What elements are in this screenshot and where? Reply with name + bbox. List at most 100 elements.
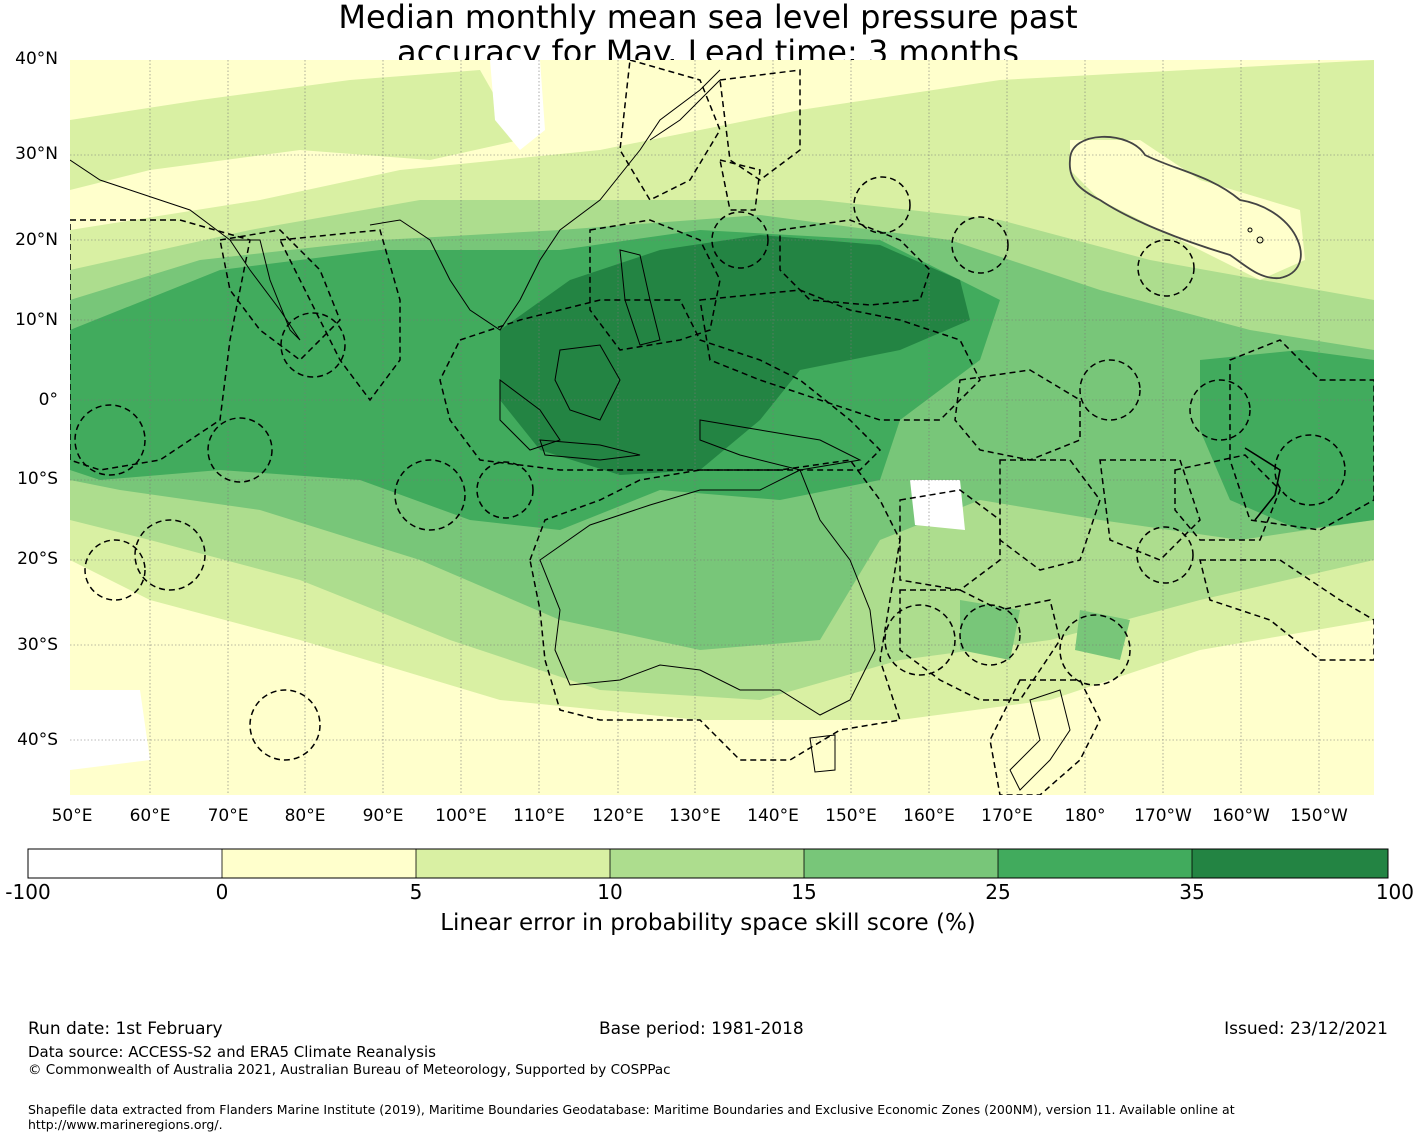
colorbar-bin-25-35 bbox=[998, 849, 1192, 878]
field-low-hawaii bbox=[1070, 140, 1305, 280]
colorbar-tick-35: 35 bbox=[1179, 880, 1205, 904]
lat-label-0: 0° bbox=[38, 390, 58, 410]
lon-label-80e: 80°E bbox=[284, 806, 326, 826]
eez-wake bbox=[951, 216, 1009, 274]
new-zealand-coast bbox=[1009, 689, 1071, 791]
eez-cocos bbox=[476, 461, 534, 519]
eez-hawaii bbox=[1068, 135, 1302, 279]
colorbar-bin-15-25 bbox=[804, 849, 998, 878]
colorbar-tick-neg100: -100 bbox=[5, 880, 51, 904]
eez-kermadec bbox=[1059, 614, 1131, 686]
hawaii-island-2 bbox=[1247, 227, 1253, 233]
tasmania-coast bbox=[809, 734, 836, 773]
data-source: Data source: ACCESS-S2 and ERA5 Climate … bbox=[28, 1043, 436, 1061]
eez-philippines bbox=[589, 219, 721, 351]
colorbar-tick-10: 10 bbox=[597, 880, 623, 904]
map-title: Median monthly mean sea level pressure p… bbox=[208, 0, 1208, 70]
australia-coast bbox=[539, 469, 876, 716]
colorbar-tick-0: 0 bbox=[215, 880, 229, 904]
colorbar-tick-25: 25 bbox=[985, 880, 1011, 904]
eez-cook-islands bbox=[1174, 454, 1281, 541]
lon-label-170e: 170°E bbox=[981, 806, 1033, 826]
eez-marcus bbox=[853, 176, 911, 234]
eez-christmas-island bbox=[394, 459, 466, 531]
eez-chagos bbox=[207, 417, 273, 483]
borneo-coast bbox=[554, 344, 621, 421]
colorbar-bin-0-5 bbox=[222, 849, 416, 878]
eez-jarvis bbox=[1189, 379, 1251, 441]
lat-label-30s: 30°S bbox=[17, 635, 58, 655]
base-period: Base period: 1981-2018 bbox=[599, 1019, 804, 1039]
lon-label-100e: 100°E bbox=[435, 806, 487, 826]
eez-bay-of-bengal bbox=[278, 229, 401, 402]
lon-label-60e: 60°E bbox=[129, 806, 171, 826]
eez-howland bbox=[1079, 359, 1141, 421]
title-line-1: Median monthly mean sea level pressure p… bbox=[338, 0, 1078, 36]
eez-boundaries bbox=[70, 60, 1374, 795]
run-date: Run date: 1st February bbox=[28, 1019, 223, 1039]
lon-label-170w: 170°W bbox=[1134, 806, 1192, 826]
eez-kerguelen bbox=[249, 689, 321, 761]
eez-indonesia bbox=[439, 299, 882, 471]
eez-vanuatu bbox=[899, 489, 1001, 591]
colorbar-tick-5: 5 bbox=[409, 880, 423, 904]
field-15-25-kermadec bbox=[1075, 610, 1130, 660]
japan-coast bbox=[649, 79, 721, 141]
lat-label-10n: 10°N bbox=[15, 310, 58, 330]
eez-micronesia bbox=[699, 289, 981, 421]
issued-date: Issued: 23/12/2021 bbox=[1224, 1019, 1388, 1039]
kiribati-boundary bbox=[1244, 447, 1281, 521]
lon-label-160e: 160°E bbox=[903, 806, 955, 826]
field-negative-coral bbox=[910, 480, 965, 530]
eez-india bbox=[219, 229, 341, 361]
hawaii-island bbox=[1256, 236, 1264, 244]
eez-ogasawara bbox=[719, 158, 761, 211]
india-coast bbox=[229, 239, 301, 341]
field-15-25-tasman bbox=[960, 600, 1020, 660]
colorbar-bin-5-10 bbox=[416, 849, 610, 878]
lon-label-130e: 130°E bbox=[669, 806, 721, 826]
colorbar-title: Linear error in probability space skill … bbox=[440, 910, 976, 936]
colorbar-tick-15: 15 bbox=[791, 880, 817, 904]
sumatra-coast bbox=[499, 379, 561, 451]
eez-taiwan-japan bbox=[619, 60, 721, 201]
asia-coast bbox=[369, 69, 721, 331]
lon-label-140e: 140°E bbox=[747, 806, 799, 826]
eez-new-caledonia bbox=[899, 589, 1061, 701]
field-25-35-east bbox=[1200, 350, 1374, 530]
eez-reunion bbox=[84, 539, 146, 601]
eez-samoa bbox=[1099, 459, 1201, 561]
coastlines bbox=[70, 69, 1264, 791]
field-35-100 bbox=[500, 235, 970, 475]
colorbar-bin-35-100 bbox=[1192, 849, 1388, 878]
eez-australia bbox=[529, 459, 901, 761]
lon-label-150e: 150°E bbox=[825, 806, 877, 826]
gridlines bbox=[70, 60, 1374, 795]
eez-kiribati-west bbox=[954, 369, 1081, 461]
java-coast bbox=[539, 439, 641, 461]
eez-indian-ocean-west bbox=[70, 219, 251, 471]
arabia-coast bbox=[70, 159, 231, 241]
lat-label-20n: 20°N bbox=[15, 230, 58, 250]
lat-label-10s: 10°S bbox=[17, 469, 58, 489]
lon-label-120e: 120°E bbox=[592, 806, 644, 826]
lat-label-40s: 40°S bbox=[17, 730, 58, 750]
lon-label-180: 180° bbox=[1064, 806, 1106, 826]
lon-label-50e: 50°E bbox=[51, 806, 93, 826]
eez-line-islands bbox=[1229, 339, 1374, 531]
colorbar bbox=[27, 848, 1389, 879]
lon-label-70e: 70°E bbox=[207, 806, 249, 826]
eez-johnston bbox=[1137, 239, 1195, 297]
colorbar-bin-neg bbox=[28, 849, 222, 878]
lon-label-90e: 90°E bbox=[362, 806, 404, 826]
colorbar-bin-10-15 bbox=[610, 849, 804, 878]
lat-label-40n: 40°N bbox=[15, 49, 58, 69]
new-guinea-coast bbox=[699, 419, 862, 471]
lon-label-160w: 160°W bbox=[1212, 806, 1270, 826]
eez-seychelles-1 bbox=[74, 404, 146, 476]
colorbar-tick-100: 100 bbox=[1375, 880, 1414, 904]
eez-sri-lanka bbox=[280, 312, 346, 378]
eez-mauritius bbox=[134, 519, 206, 591]
lon-label-150w: 150°W bbox=[1290, 806, 1348, 826]
